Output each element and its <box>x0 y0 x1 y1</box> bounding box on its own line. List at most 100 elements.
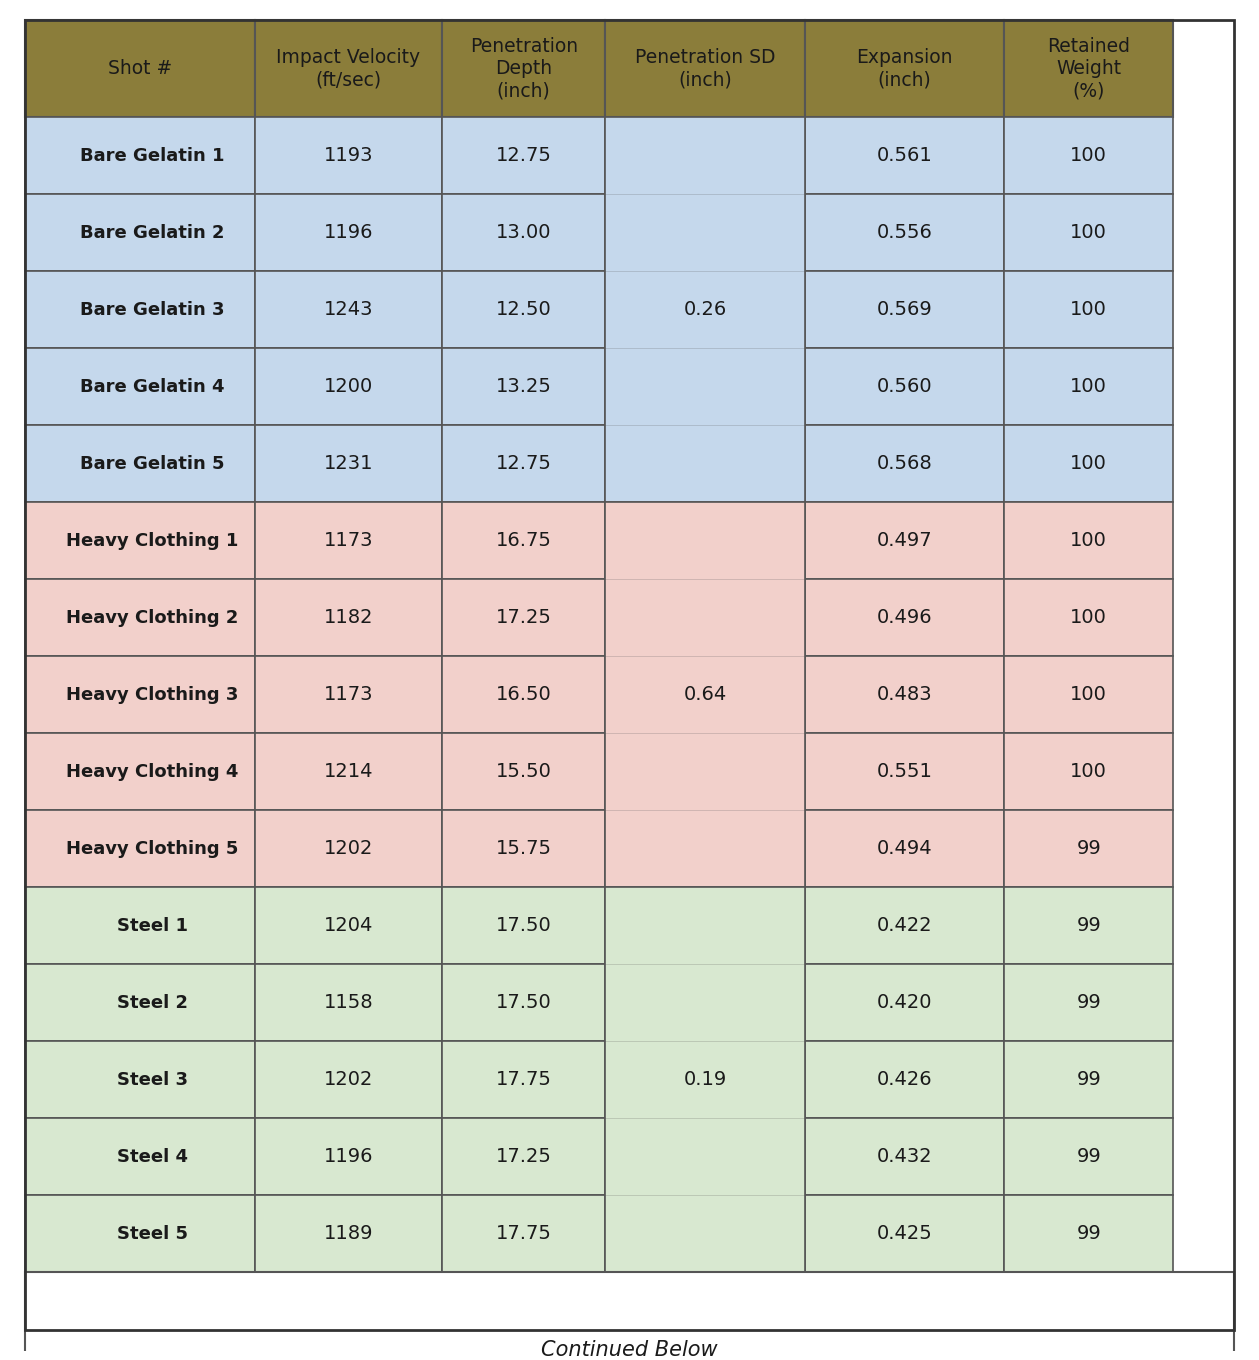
Text: Bare Gelatin 3: Bare Gelatin 3 <box>81 301 225 320</box>
Bar <box>1005 887 1173 964</box>
Bar <box>1005 348 1173 426</box>
Text: 99: 99 <box>1076 1148 1102 1167</box>
Text: 99: 99 <box>1076 993 1102 1012</box>
Bar <box>254 887 442 964</box>
Bar <box>1005 579 1173 657</box>
Bar <box>1005 426 1173 502</box>
Bar <box>1005 20 1173 117</box>
Bar <box>805 964 1005 1042</box>
Text: 0.497: 0.497 <box>876 532 932 551</box>
Text: 100: 100 <box>1070 147 1107 166</box>
Text: Heavy Clothing 3: Heavy Clothing 3 <box>67 685 239 704</box>
Text: 16.50: 16.50 <box>496 685 551 704</box>
Text: 0.426: 0.426 <box>876 1070 932 1089</box>
Text: Steel 2: Steel 2 <box>117 994 188 1012</box>
Bar <box>805 194 1005 272</box>
Bar <box>442 579 606 657</box>
Bar <box>1005 1118 1173 1195</box>
Text: 0.561: 0.561 <box>876 147 933 166</box>
Text: Shot #: Shot # <box>108 60 172 79</box>
Text: 13.25: 13.25 <box>496 378 551 396</box>
Bar <box>25 1272 1234 1360</box>
Bar <box>805 20 1005 117</box>
Text: 0.64: 0.64 <box>684 685 726 704</box>
Bar <box>442 1195 606 1272</box>
Bar <box>25 194 254 272</box>
Bar <box>254 348 442 426</box>
Text: 0.425: 0.425 <box>876 1224 933 1243</box>
Bar <box>805 887 1005 964</box>
Text: 1202: 1202 <box>324 839 373 858</box>
Bar <box>254 502 442 579</box>
Bar <box>1005 733 1173 811</box>
Bar <box>254 1195 442 1272</box>
Bar <box>25 1042 254 1118</box>
Bar <box>1005 1042 1173 1118</box>
Text: Heavy Clothing 2: Heavy Clothing 2 <box>67 609 239 627</box>
Bar <box>25 117 254 194</box>
Text: 0.19: 0.19 <box>684 1070 726 1089</box>
Bar <box>254 579 442 657</box>
Bar <box>254 733 442 811</box>
Text: 12.50: 12.50 <box>496 301 551 320</box>
Bar <box>25 1195 254 1272</box>
Text: Steel 3: Steel 3 <box>117 1070 188 1089</box>
Bar <box>805 426 1005 502</box>
Bar <box>1005 657 1173 733</box>
Text: 0.569: 0.569 <box>876 301 933 320</box>
Text: Continued Below: Continued Below <box>541 1340 718 1360</box>
Bar <box>254 272 442 348</box>
Text: 1196: 1196 <box>324 223 373 242</box>
Bar <box>25 811 254 887</box>
Text: 1231: 1231 <box>324 454 373 473</box>
Bar <box>805 733 1005 811</box>
Text: 17.25: 17.25 <box>496 1148 551 1167</box>
Text: 0.483: 0.483 <box>876 685 932 704</box>
Text: Bare Gelatin 5: Bare Gelatin 5 <box>81 454 225 473</box>
Text: 100: 100 <box>1070 223 1107 242</box>
Bar <box>442 811 606 887</box>
Text: 1204: 1204 <box>324 917 373 936</box>
Text: Heavy Clothing 5: Heavy Clothing 5 <box>67 840 239 858</box>
Text: 15.75: 15.75 <box>496 839 551 858</box>
Text: 100: 100 <box>1070 608 1107 627</box>
Text: Steel 5: Steel 5 <box>117 1225 188 1243</box>
Text: Heavy Clothing 1: Heavy Clothing 1 <box>67 532 239 549</box>
Bar <box>1005 964 1173 1042</box>
Bar <box>25 657 254 733</box>
Bar <box>442 272 606 348</box>
Bar <box>25 348 254 426</box>
Text: Steel 1: Steel 1 <box>117 917 188 934</box>
Bar <box>805 117 1005 194</box>
Bar <box>1005 117 1173 194</box>
Bar <box>254 1042 442 1118</box>
Bar <box>442 20 606 117</box>
Bar <box>25 1118 254 1195</box>
Bar <box>25 733 254 811</box>
Bar <box>442 348 606 426</box>
Text: 1193: 1193 <box>324 147 373 166</box>
Text: 100: 100 <box>1070 685 1107 704</box>
Bar <box>25 579 254 657</box>
Bar <box>25 272 254 348</box>
Text: Impact Velocity
(ft/sec): Impact Velocity (ft/sec) <box>277 49 421 90</box>
Bar <box>442 426 606 502</box>
Text: Steel 4: Steel 4 <box>117 1148 188 1166</box>
Text: 0.560: 0.560 <box>876 378 932 396</box>
Text: 100: 100 <box>1070 532 1107 551</box>
Bar <box>606 20 805 117</box>
Bar <box>805 579 1005 657</box>
Bar <box>25 887 254 964</box>
Bar <box>606 117 805 502</box>
Text: 1196: 1196 <box>324 1148 373 1167</box>
Text: 99: 99 <box>1076 839 1102 858</box>
Bar <box>606 887 805 1272</box>
Bar <box>442 194 606 272</box>
Text: 1158: 1158 <box>324 993 374 1012</box>
Text: 0.556: 0.556 <box>876 223 933 242</box>
Bar <box>254 426 442 502</box>
Text: 12.75: 12.75 <box>496 147 551 166</box>
Text: 0.494: 0.494 <box>876 839 932 858</box>
Text: 100: 100 <box>1070 454 1107 473</box>
Text: Bare Gelatin 4: Bare Gelatin 4 <box>81 378 225 396</box>
